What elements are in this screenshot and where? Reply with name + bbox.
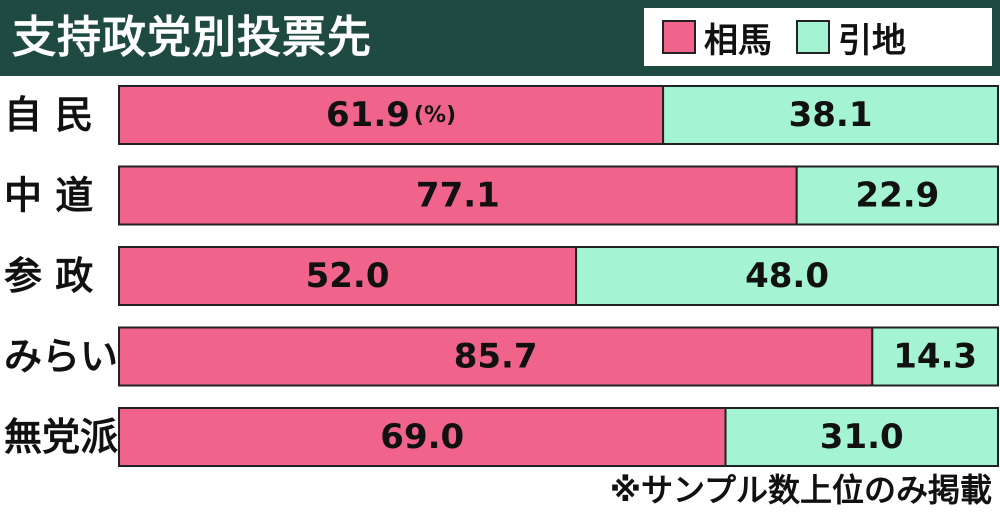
chart-title: 支持政党別投票先: [12, 12, 372, 63]
unit-label: (%): [414, 103, 456, 128]
category-label: 無党派: [4, 415, 118, 459]
bar-segment-series-0: [118, 326, 874, 387]
data-label-series-0: 85.7: [454, 337, 538, 377]
category-label: 自 民: [4, 93, 93, 137]
category-label: 参 政: [4, 254, 93, 298]
legend: 相馬 引地: [644, 8, 992, 66]
footnote: ※サンプル数上位のみ掲載: [609, 471, 992, 509]
legend-swatch-series-0: [662, 20, 696, 54]
data-label-series-0: 77.1: [416, 176, 500, 216]
legend-swatch-series-1: [796, 20, 830, 54]
bar-segment-series-1: [575, 246, 1000, 306]
bar-segment-series-1: [795, 165, 999, 226]
bar-segment-series-0: [118, 165, 798, 226]
data-label-series-1: 14.3: [893, 337, 977, 377]
data-label-series-1: 48.0: [745, 256, 829, 296]
data-label-series-0: 52.0: [306, 256, 390, 296]
data-label-series-1: 22.9: [855, 176, 939, 216]
category-label: 中 道: [4, 174, 93, 218]
legend-item-series-1: 引地: [796, 13, 906, 62]
data-label-series-1: 38.1: [789, 95, 873, 135]
bar-segment-series-1: [662, 85, 999, 145]
bar-segment-series-0: [118, 85, 665, 145]
data-label-series-1: 31.0: [820, 417, 904, 457]
category-label: みらい: [4, 335, 118, 379]
data-label-series-0: 69.0: [380, 417, 464, 457]
legend-label-series-1: 引地: [838, 20, 906, 61]
header-band: 支持政党別投票先 相馬 引地: [0, 0, 1000, 76]
legend-label-series-0: 相馬: [704, 20, 772, 61]
bar-segment-series-1: [724, 407, 999, 467]
bar-segment-series-0: [118, 407, 727, 467]
legend-item-series-0: 相馬: [662, 13, 772, 62]
bar-segment-series-1: [871, 326, 999, 387]
